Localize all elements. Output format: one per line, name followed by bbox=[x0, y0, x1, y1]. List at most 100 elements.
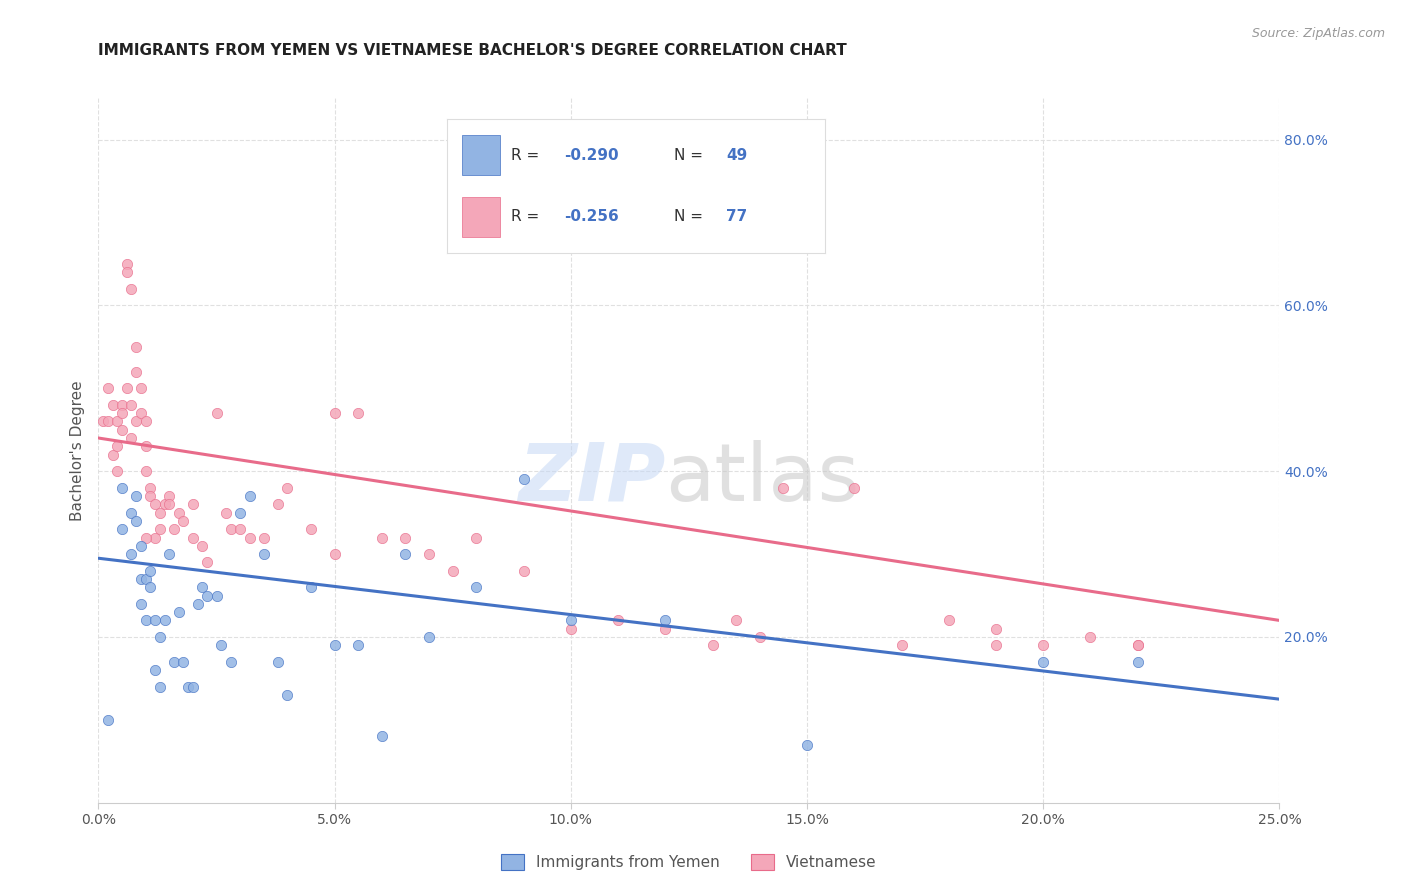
Point bbox=[702, 638, 724, 652]
Y-axis label: Bachelor's Degree: Bachelor's Degree bbox=[69, 380, 84, 521]
Point bbox=[191, 539, 214, 553]
Point bbox=[299, 522, 322, 536]
Text: Source: ZipAtlas.com: Source: ZipAtlas.com bbox=[1251, 27, 1385, 40]
Point bbox=[276, 688, 298, 702]
Point bbox=[209, 638, 232, 652]
Point bbox=[191, 580, 214, 594]
Point bbox=[153, 497, 176, 511]
Point bbox=[129, 406, 152, 420]
Point bbox=[135, 614, 157, 628]
Point bbox=[163, 522, 186, 536]
Point bbox=[215, 506, 238, 520]
Point bbox=[125, 414, 148, 428]
Point bbox=[267, 497, 290, 511]
Point bbox=[323, 406, 346, 420]
Point bbox=[219, 655, 242, 669]
Point bbox=[323, 638, 346, 652]
Point bbox=[1126, 638, 1149, 652]
Point bbox=[394, 531, 416, 545]
Point bbox=[97, 713, 120, 727]
Point bbox=[111, 522, 134, 536]
Point bbox=[229, 522, 252, 536]
Point bbox=[139, 481, 162, 495]
Point bbox=[125, 514, 148, 528]
Point bbox=[607, 614, 630, 628]
Point bbox=[121, 282, 143, 296]
Point bbox=[91, 414, 114, 428]
Point bbox=[97, 381, 120, 395]
Point bbox=[115, 265, 138, 279]
Point bbox=[748, 630, 770, 644]
Point bbox=[418, 547, 440, 561]
Point bbox=[172, 655, 194, 669]
Point bbox=[97, 414, 120, 428]
Point bbox=[1126, 655, 1149, 669]
Point bbox=[139, 564, 162, 578]
Point bbox=[135, 414, 157, 428]
Point bbox=[1032, 638, 1054, 652]
Point bbox=[105, 414, 128, 428]
Point bbox=[167, 506, 190, 520]
Point bbox=[253, 547, 276, 561]
Point bbox=[654, 622, 676, 636]
Point bbox=[205, 406, 228, 420]
Point bbox=[796, 215, 818, 229]
Point bbox=[163, 655, 186, 669]
Point bbox=[149, 680, 172, 694]
Point bbox=[181, 497, 204, 511]
Text: atlas: atlas bbox=[665, 440, 859, 517]
Point bbox=[177, 680, 200, 694]
Point bbox=[135, 464, 157, 478]
Point bbox=[253, 531, 276, 545]
Point bbox=[139, 489, 162, 503]
Point bbox=[129, 381, 152, 395]
Point bbox=[129, 597, 152, 611]
Point bbox=[149, 630, 172, 644]
Point bbox=[111, 398, 134, 412]
Point bbox=[984, 638, 1007, 652]
Point bbox=[129, 572, 152, 586]
Point bbox=[143, 663, 166, 677]
Point bbox=[371, 531, 394, 545]
Point bbox=[772, 481, 794, 495]
Point bbox=[796, 738, 818, 752]
Point bbox=[560, 614, 582, 628]
Point bbox=[157, 547, 180, 561]
Point bbox=[1032, 655, 1054, 669]
Point bbox=[121, 547, 143, 561]
Legend: Immigrants from Yemen, Vietnamese: Immigrants from Yemen, Vietnamese bbox=[495, 848, 883, 876]
Point bbox=[115, 381, 138, 395]
Point bbox=[101, 448, 124, 462]
Point bbox=[512, 473, 534, 487]
Point bbox=[299, 580, 322, 594]
Point bbox=[560, 622, 582, 636]
Point bbox=[101, 398, 124, 412]
Point bbox=[139, 580, 162, 594]
Point bbox=[143, 531, 166, 545]
Point bbox=[441, 564, 464, 578]
Point bbox=[323, 547, 346, 561]
Point bbox=[725, 614, 748, 628]
Point bbox=[195, 555, 218, 569]
Point bbox=[105, 439, 128, 453]
Point bbox=[157, 489, 180, 503]
Point bbox=[1126, 638, 1149, 652]
Point bbox=[394, 547, 416, 561]
Point bbox=[135, 439, 157, 453]
Point bbox=[111, 406, 134, 420]
Point bbox=[465, 531, 488, 545]
Point bbox=[229, 506, 252, 520]
Point bbox=[111, 423, 134, 437]
Point bbox=[267, 655, 290, 669]
Point bbox=[512, 564, 534, 578]
Point bbox=[219, 522, 242, 536]
Point bbox=[844, 481, 866, 495]
Point bbox=[347, 406, 370, 420]
Point bbox=[115, 257, 138, 271]
Point bbox=[418, 630, 440, 644]
Point bbox=[167, 605, 190, 619]
Point bbox=[181, 680, 204, 694]
Point bbox=[276, 481, 298, 495]
Point bbox=[984, 622, 1007, 636]
Point bbox=[143, 497, 166, 511]
